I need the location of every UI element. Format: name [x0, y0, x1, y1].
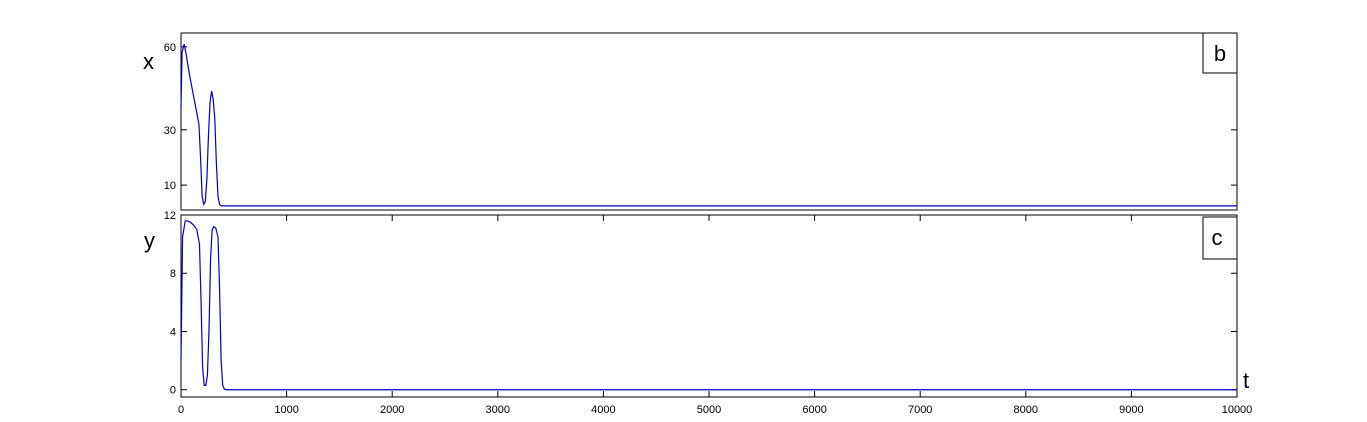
panel-c-ytick-label: 8 [170, 268, 176, 280]
panel-b-tag: b [1214, 41, 1226, 66]
panel-b-frame [180, 32, 1238, 211]
panel-c-xtick-label: 7000 [908, 404, 932, 416]
panel-c-xtick-label: 5000 [697, 404, 721, 416]
panel-c-series-line [180, 220, 1237, 391]
panel-c: 0 4 8 12 0 1000 2000 3000 4000 5000 6000 7000 8000 9… [144, 210, 1252, 416]
panel-b-ylabel: x [143, 49, 154, 74]
panel-b: 10 30 60 x b [143, 32, 1238, 211]
panel-c-tag-box [1202, 216, 1238, 260]
panel-c-xtick-label: 8000 [1014, 404, 1038, 416]
panel-b-ytick-label: 10 [164, 180, 176, 192]
panel-c-ytick-label: 0 [170, 385, 176, 397]
panel-c-xtick-label: 6000 [802, 404, 826, 416]
panel-c-xtick-label: 0 [178, 404, 184, 416]
panel-c-frame [180, 214, 1238, 398]
panel-b-series-line [180, 43, 1237, 207]
panel-b-tag-box [1202, 32, 1238, 74]
panel-c-xtick-label: 9000 [1119, 404, 1143, 416]
panel-b-ytick-label: 60 [164, 42, 176, 54]
panel-c-xtick-label: 3000 [486, 404, 510, 416]
panel-c-ylabel: y [144, 228, 155, 253]
panel-c-xlabel: t [1243, 368, 1249, 393]
panel-c-ytick-label: 12 [164, 210, 176, 222]
panel-c-xtick-label: 10000 [1222, 404, 1253, 416]
panel-c-ytick-label: 4 [170, 326, 176, 338]
panel-c-tag: c [1212, 225, 1223, 250]
panel-b-ytick-label: 30 [164, 125, 176, 137]
panel-b-y-ticks: 10 30 60 [164, 42, 1237, 192]
panel-c-xtick-label: 2000 [380, 404, 404, 416]
panel-c-xtick-label: 1000 [274, 404, 298, 416]
panel-c-xtick-label: 4000 [591, 404, 615, 416]
panel-c-x-ticks: 0 1000 2000 3000 4000 5000 6000 7000 8000 9000 100… [178, 215, 1252, 416]
